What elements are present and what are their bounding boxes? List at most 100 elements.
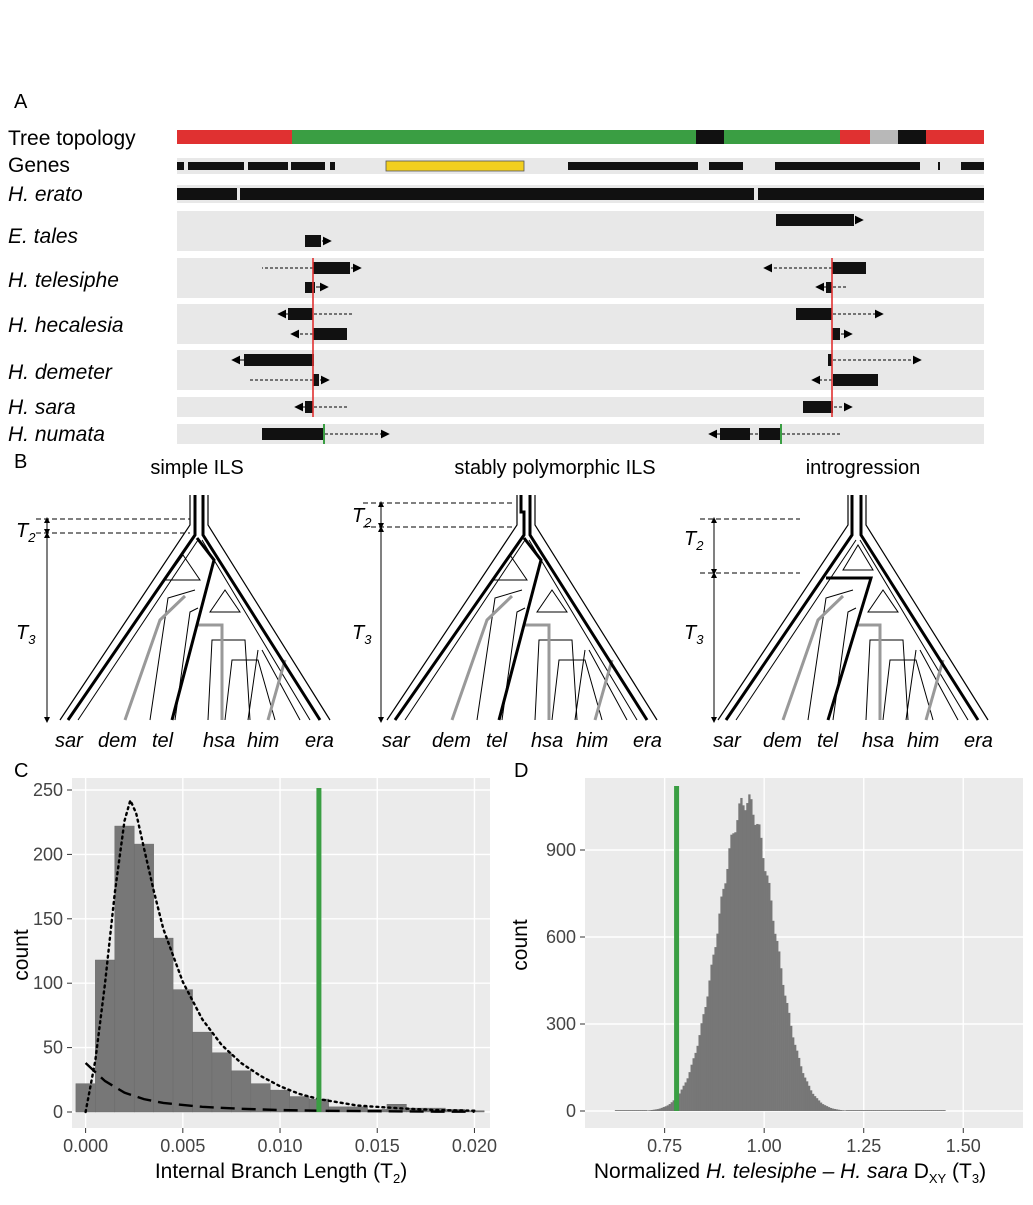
chart-d-bar [672,1100,675,1111]
chart-d-bar [616,1110,620,1111]
chart-d-bar [784,995,787,1111]
tree-introgression [700,495,989,723]
chart-d-bar [804,1077,807,1111]
chart-d-bar [927,1110,930,1111]
svg-text:him: him [576,730,608,752]
chart-d-bar [654,1109,657,1111]
chart-d-bar [865,1110,869,1111]
chart-d-bar [658,1108,661,1111]
chart-d-bar [716,933,719,1111]
t2-label-3: T2 [684,528,704,553]
chart-d-x-tick-label: 1.50 [946,1136,981,1156]
chart-d-bar [782,984,785,1111]
chart-c-dashed-curve [84,1062,475,1113]
chart-c-y-tick-label: 0 [53,1102,63,1122]
chart-d-bars [614,786,946,1111]
chart-d-bar [694,1052,697,1111]
chart-d-bar [732,833,735,1111]
chart-d-bar [825,1106,829,1111]
chart-d-bar [648,1110,651,1111]
chart-d-bar [730,834,733,1111]
chart-d-bar [626,1110,630,1111]
chart-d-bar [712,954,715,1111]
chart-d-bar [678,1093,681,1111]
chart-c-bar [192,1031,213,1113]
chart-d-bar [660,1107,663,1111]
chart-d-bar [903,1110,906,1111]
chart-d-bar [800,1066,803,1111]
svg-text:dem: dem [432,730,471,752]
chart-d-bar [636,1110,640,1111]
chart-d-bar [879,1110,882,1111]
chart-d-bar [704,1007,707,1111]
chart-d-bar [807,1085,811,1111]
label-genes: Genes [8,154,70,177]
chart-c-y-tick-label: 200 [33,844,63,864]
chart-d-bar [644,1110,648,1111]
chart-d-bar [622,1110,626,1111]
chart-d-bar [702,1014,705,1111]
chart-c-bar [172,989,193,1113]
chart-d-bar [726,868,729,1111]
svg-text:sar: sar [382,730,411,752]
chart-d-bar [929,1110,932,1111]
chart-d-bar [857,1110,861,1111]
chart-d-bar [744,810,747,1111]
chart-d-bar [652,1109,655,1111]
chart-d-bar [837,1109,841,1111]
chart-d-bar [760,837,763,1111]
svg-text:era: era [633,730,662,752]
chart-c-bar [133,843,154,1113]
chart-d-bar [798,1057,801,1111]
chart-d-bar [939,1110,942,1111]
chart-d-bar [827,1107,831,1111]
chart-d-bar [935,1110,938,1111]
chart-d-bar [618,1110,622,1111]
svg-text:hsa: hsa [203,730,235,752]
chart-d-bar [686,1078,689,1111]
label-h-demeter: H. demeter [8,361,113,384]
chart-d-bar [638,1110,642,1111]
topology-bar [177,130,984,144]
taxa-labels-1: sar dem tel hsa him era [55,730,334,752]
chart-d-y-tick-label: 900 [546,840,576,860]
chart-d-bar [646,1110,650,1111]
chart-d-bar [794,1044,797,1111]
chart-d-bar [861,1110,865,1111]
chart-c-y-ticks: 0 50 100 150 200 250 [33,780,72,1122]
chart-d-bar [907,1110,910,1111]
svg-text:dem: dem [763,730,802,752]
chart-d-bar [750,799,753,1111]
chart-d-bar [756,823,759,1111]
t3-label-1: T3 [16,622,36,647]
chart-d-bar [941,1110,944,1111]
chart-c-bar [250,1083,271,1113]
chart-d-bar [881,1110,884,1111]
chart-d-bar [817,1100,821,1111]
chart-c-x-tick-label: 0.000 [63,1136,108,1156]
chart-d-bar [925,1110,928,1111]
chart-d-x-tick-label: 1.00 [747,1136,782,1156]
chart-d-bar [774,933,777,1111]
chart-d-bar [849,1110,853,1111]
chart-d-bar [911,1110,914,1111]
t2-label-2: T2 [352,505,372,530]
svg-text:tel: tel [486,730,508,752]
chart-c-bar [211,1052,232,1113]
chart-d-bar [692,1058,695,1111]
title-simple-ils: simple ILS [150,457,243,479]
genes-track [177,158,984,174]
chart-d-bar [720,896,723,1111]
chart-d-bar [752,814,755,1111]
chart-d-y-tick-label: 300 [546,1014,576,1034]
panel-label-d: D [514,760,528,782]
chart-d-bar [889,1110,892,1111]
chart-c-y-tick-label: 100 [33,973,63,993]
label-h-sara: H. sara [8,396,76,419]
chart-d-bar [873,1110,876,1111]
chart-d-x-ticks: 0.75 1.00 1.25 1.50 [647,1128,981,1156]
chart-d-bar [724,883,727,1111]
chart-d-bar [748,794,751,1111]
chart-d-bar [714,947,717,1111]
